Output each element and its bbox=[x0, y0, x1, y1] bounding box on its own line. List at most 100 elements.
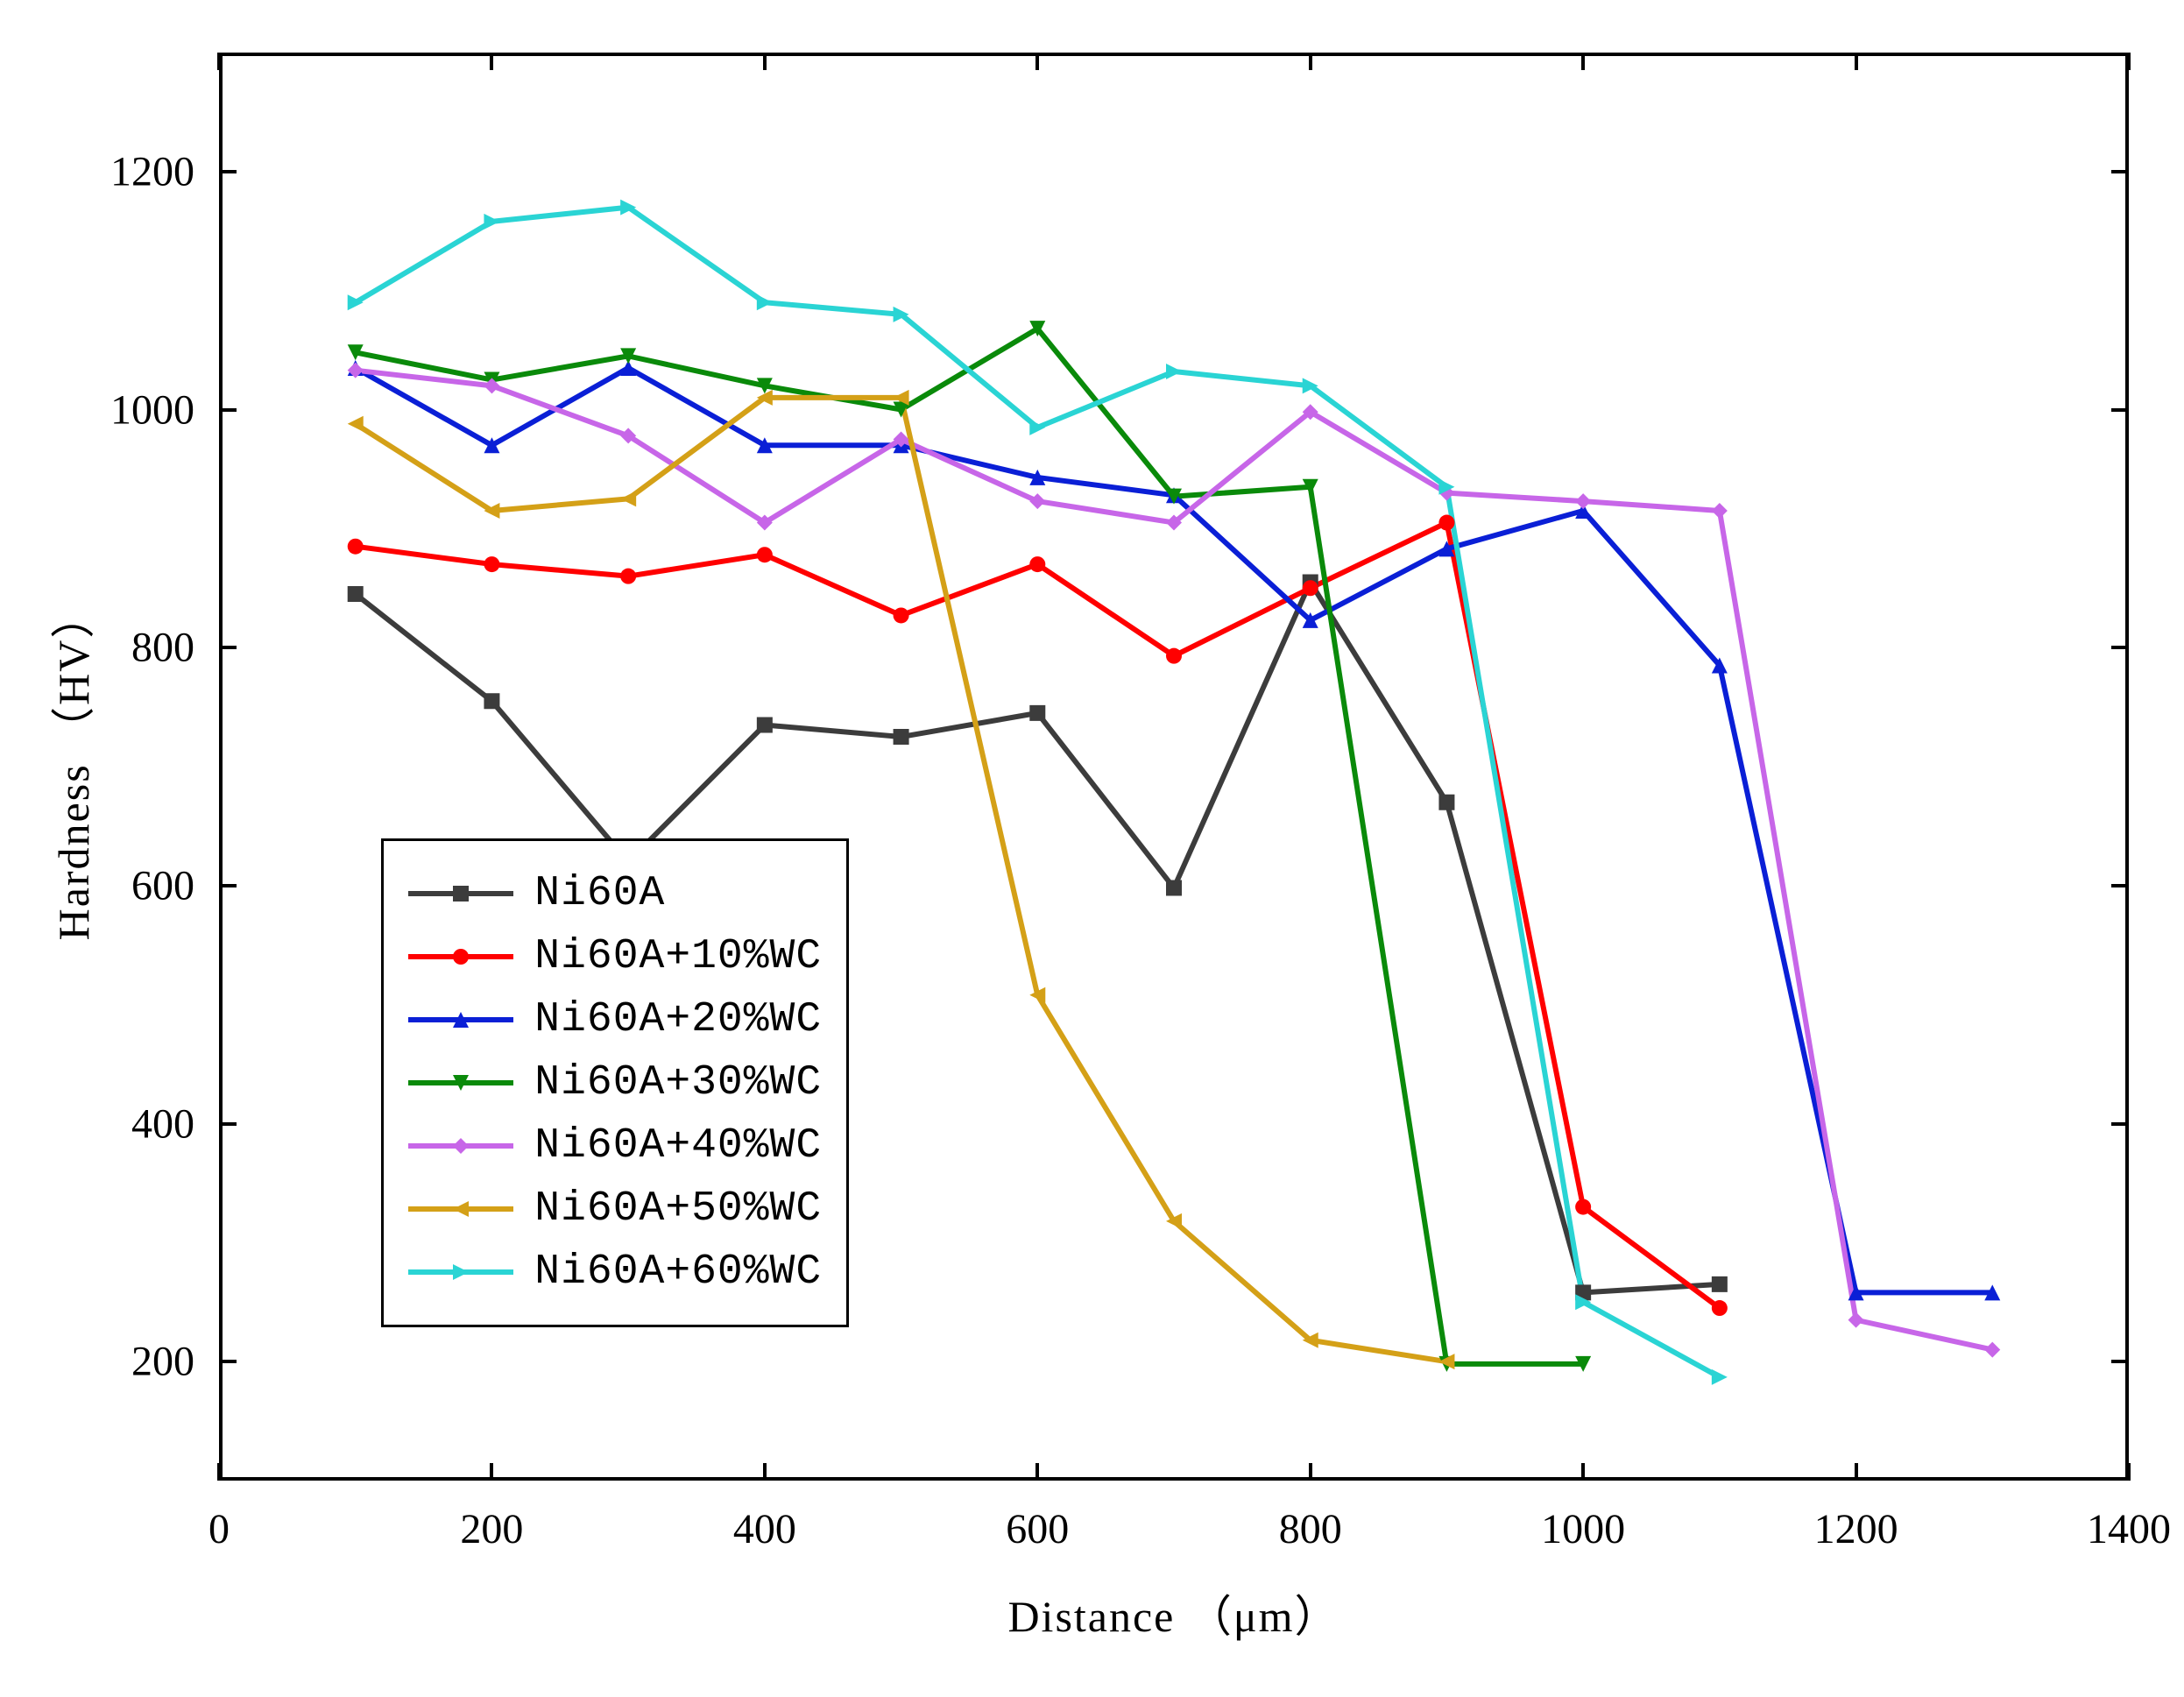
legend-row: Ni60A+30%WC bbox=[408, 1051, 822, 1114]
series-marker bbox=[1712, 503, 1728, 519]
x-tick-top bbox=[763, 53, 767, 70]
series-marker bbox=[1712, 1276, 1728, 1292]
y-tick bbox=[219, 1360, 237, 1363]
series-marker bbox=[1029, 420, 1045, 435]
x-tick-top bbox=[490, 53, 493, 70]
series-marker bbox=[1166, 880, 1182, 896]
legend-marker-icon bbox=[408, 1002, 513, 1037]
x-tick-label: 200 bbox=[460, 1505, 523, 1553]
y-tick-right bbox=[2111, 170, 2129, 173]
series-marker bbox=[1166, 364, 1182, 379]
legend-row: Ni60A+50%WC bbox=[408, 1177, 822, 1241]
series-marker bbox=[757, 547, 773, 562]
legend-row: Ni60A+10%WC bbox=[408, 925, 822, 988]
series-marker bbox=[757, 294, 773, 310]
series-marker bbox=[894, 607, 909, 623]
y-tick bbox=[219, 408, 237, 412]
series-marker bbox=[620, 491, 636, 506]
series-marker bbox=[1712, 1300, 1728, 1316]
x-tick-label: 1200 bbox=[1814, 1505, 1898, 1553]
x-tick-label: 400 bbox=[733, 1505, 796, 1553]
x-tick bbox=[1309, 1463, 1312, 1481]
series-marker bbox=[348, 416, 364, 432]
x-tick bbox=[1581, 1463, 1585, 1481]
series-marker bbox=[484, 693, 499, 709]
x-tick-label: 1400 bbox=[2087, 1505, 2171, 1553]
series-marker bbox=[1438, 515, 1454, 531]
legend-swatch bbox=[408, 1191, 513, 1227]
series-marker bbox=[1166, 648, 1182, 664]
legend-marker-icon bbox=[408, 1065, 513, 1100]
legend-label: Ni60A+50%WC bbox=[534, 1185, 822, 1233]
hardness-chart: 0 200 400 600 800 1000 1200 1400 200 400 600 800 100… bbox=[0, 0, 2184, 1697]
series-marker bbox=[894, 729, 909, 745]
series-layer bbox=[0, 0, 2173, 1524]
series-marker bbox=[1438, 795, 1454, 810]
y-tick-label: 800 bbox=[98, 624, 194, 672]
y-tick bbox=[219, 884, 237, 887]
legend-swatch bbox=[408, 1065, 513, 1100]
legend-label: Ni60A bbox=[534, 870, 665, 917]
series-marker bbox=[1848, 1312, 1864, 1328]
x-tick-top bbox=[1309, 53, 1312, 70]
series-marker bbox=[1029, 705, 1045, 721]
y-tick-right bbox=[2111, 408, 2129, 412]
series-marker bbox=[1303, 580, 1318, 596]
legend-row: Ni60A+60%WC bbox=[408, 1241, 822, 1304]
x-tick bbox=[217, 1463, 221, 1481]
y-tick-label: 600 bbox=[98, 861, 194, 909]
series-marker bbox=[1575, 493, 1591, 509]
x-tick bbox=[490, 1463, 493, 1481]
x-tick-label: 1000 bbox=[1541, 1505, 1625, 1553]
series-marker bbox=[348, 363, 364, 378]
x-tick-label: 800 bbox=[1279, 1505, 1342, 1553]
x-axis-title: Distance （μm） bbox=[1007, 1581, 1339, 1644]
legend-swatch bbox=[408, 939, 513, 974]
y-tick bbox=[219, 1122, 237, 1126]
y-tick-right bbox=[2111, 646, 2129, 649]
y-tick-label: 200 bbox=[98, 1338, 194, 1386]
y-tick bbox=[219, 646, 237, 649]
series-marker bbox=[348, 586, 364, 602]
legend-marker-icon bbox=[408, 876, 513, 911]
y-tick-label: 1000 bbox=[98, 385, 194, 434]
y-tick-label: 400 bbox=[98, 1100, 194, 1148]
legend-marker-icon bbox=[408, 939, 513, 974]
y-tick-label: 1200 bbox=[98, 147, 194, 195]
x-tick-top bbox=[1035, 53, 1039, 70]
series-marker bbox=[348, 539, 364, 555]
x-tick bbox=[1035, 1463, 1039, 1481]
legend-swatch bbox=[408, 1255, 513, 1290]
x-tick-top bbox=[1855, 53, 1858, 70]
series-marker bbox=[1029, 556, 1045, 572]
x-tick-top bbox=[1581, 53, 1585, 70]
y-tick-right bbox=[2111, 884, 2129, 887]
x-tick bbox=[1855, 1463, 1858, 1481]
x-tick bbox=[2127, 1463, 2131, 1481]
legend-row: Ni60A bbox=[408, 862, 822, 925]
x-tick bbox=[763, 1463, 767, 1481]
legend-label: Ni60A+20%WC bbox=[534, 996, 822, 1043]
series-marker bbox=[1029, 493, 1045, 509]
legend-marker-icon bbox=[408, 1255, 513, 1290]
y-tick-right bbox=[2111, 1122, 2129, 1126]
series-marker bbox=[620, 569, 636, 584]
legend-swatch bbox=[408, 1128, 513, 1163]
legend-marker-icon bbox=[408, 1191, 513, 1227]
legend: Ni60A Ni60A+10%WC Ni60A+20%WC Ni60A+30%WC Ni… bbox=[381, 838, 849, 1327]
legend-swatch bbox=[408, 876, 513, 911]
legend-row: Ni60A+20%WC bbox=[408, 988, 822, 1051]
legend-label: Ni60A+10%WC bbox=[534, 933, 822, 980]
x-tick-label: 600 bbox=[1006, 1505, 1069, 1553]
x-tick-top bbox=[2127, 53, 2131, 70]
series-marker bbox=[484, 556, 499, 572]
series-marker bbox=[1712, 1369, 1728, 1385]
legend-label: Ni60A+30%WC bbox=[534, 1059, 822, 1107]
legend-label: Ni60A+60%WC bbox=[534, 1248, 822, 1296]
legend-label: Ni60A+40%WC bbox=[534, 1122, 822, 1170]
series-marker bbox=[484, 214, 499, 230]
y-tick-right bbox=[2111, 1360, 2129, 1363]
series-marker bbox=[1575, 1199, 1591, 1215]
x-tick-label: 0 bbox=[209, 1505, 230, 1553]
y-tick bbox=[219, 170, 237, 173]
